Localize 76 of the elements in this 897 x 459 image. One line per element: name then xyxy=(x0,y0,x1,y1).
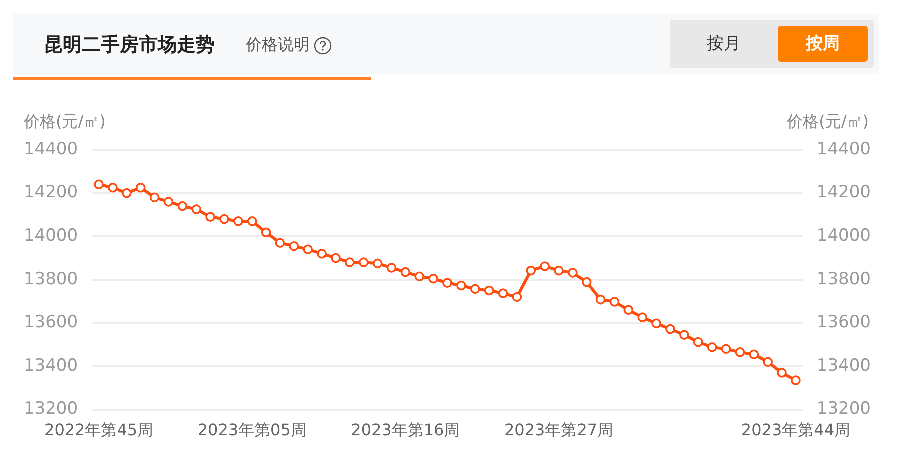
y2-tick-label: 14000 xyxy=(816,226,872,246)
y-tick-label: 13200 xyxy=(24,399,78,420)
point xyxy=(150,192,160,203)
point xyxy=(763,357,773,368)
point xyxy=(289,241,300,252)
point xyxy=(540,262,550,272)
point xyxy=(693,337,704,348)
point xyxy=(470,284,480,294)
point xyxy=(372,258,383,269)
y-tick-label: 13800 xyxy=(24,269,78,290)
point xyxy=(735,348,746,358)
point xyxy=(400,267,411,278)
y-tick-label: 14400 xyxy=(24,139,78,160)
point xyxy=(456,280,466,291)
point xyxy=(596,294,606,305)
x-tick-label: 2023年第05周 xyxy=(198,420,307,440)
text: 按周 xyxy=(778,26,868,62)
y2-tick-label: 14400 xyxy=(816,139,872,160)
y-axis-title: 价格(元/㎡) xyxy=(24,112,106,133)
point xyxy=(192,204,202,214)
y2-axis-title: 价格(元/㎡) xyxy=(787,112,869,133)
point xyxy=(164,197,174,207)
point xyxy=(749,350,760,360)
point xyxy=(247,216,258,226)
point xyxy=(303,244,314,254)
point xyxy=(484,286,494,296)
point xyxy=(610,297,620,307)
point xyxy=(638,312,648,322)
y-tick-label: 14200 xyxy=(24,182,78,203)
point xyxy=(234,216,244,226)
point xyxy=(317,249,327,259)
point xyxy=(386,263,397,273)
text: 按月 xyxy=(706,33,742,56)
point xyxy=(666,324,676,334)
point xyxy=(582,277,592,288)
y2-tick-label: 13200 xyxy=(816,399,872,420)
point xyxy=(721,344,732,354)
point xyxy=(358,258,369,268)
point xyxy=(526,266,536,276)
point xyxy=(777,368,787,378)
point xyxy=(554,266,564,276)
y2-tick-label: 13600 xyxy=(816,312,872,333)
x-tick-label: 2023年第27周 xyxy=(504,420,614,440)
point xyxy=(345,258,355,268)
point xyxy=(680,330,690,340)
y-tick-label: 13600 xyxy=(24,312,78,333)
point xyxy=(331,253,341,264)
x-tick-label: 2023年第16周 xyxy=(351,420,460,440)
point xyxy=(261,228,272,238)
point xyxy=(442,278,452,288)
point xyxy=(178,201,188,212)
point xyxy=(108,182,118,193)
y-tick-label: 14000 xyxy=(24,226,78,246)
point xyxy=(206,212,216,222)
point xyxy=(498,288,508,298)
point xyxy=(568,268,578,278)
point xyxy=(428,274,438,284)
chart-title: 昆明二手房市场走势 xyxy=(44,33,215,58)
point xyxy=(791,376,801,386)
point xyxy=(220,214,230,224)
point xyxy=(122,188,132,198)
y2-tick-label: 13400 xyxy=(816,356,872,376)
x-tick-label: 2022年第45周 xyxy=(44,420,154,440)
x-tick-label: 2023年第44周 xyxy=(741,420,850,440)
point xyxy=(512,292,522,302)
point xyxy=(624,305,634,316)
point xyxy=(94,180,104,190)
point xyxy=(414,272,425,282)
chart-subtitle: 价格说明 xyxy=(246,35,310,56)
point xyxy=(652,318,662,329)
point xyxy=(275,238,286,248)
point xyxy=(707,342,718,352)
y2-tick-label: 13800 xyxy=(816,269,872,290)
y2-tick-label: 14200 xyxy=(816,182,872,203)
y-tick-label: 13400 xyxy=(24,356,78,376)
point xyxy=(136,182,146,193)
